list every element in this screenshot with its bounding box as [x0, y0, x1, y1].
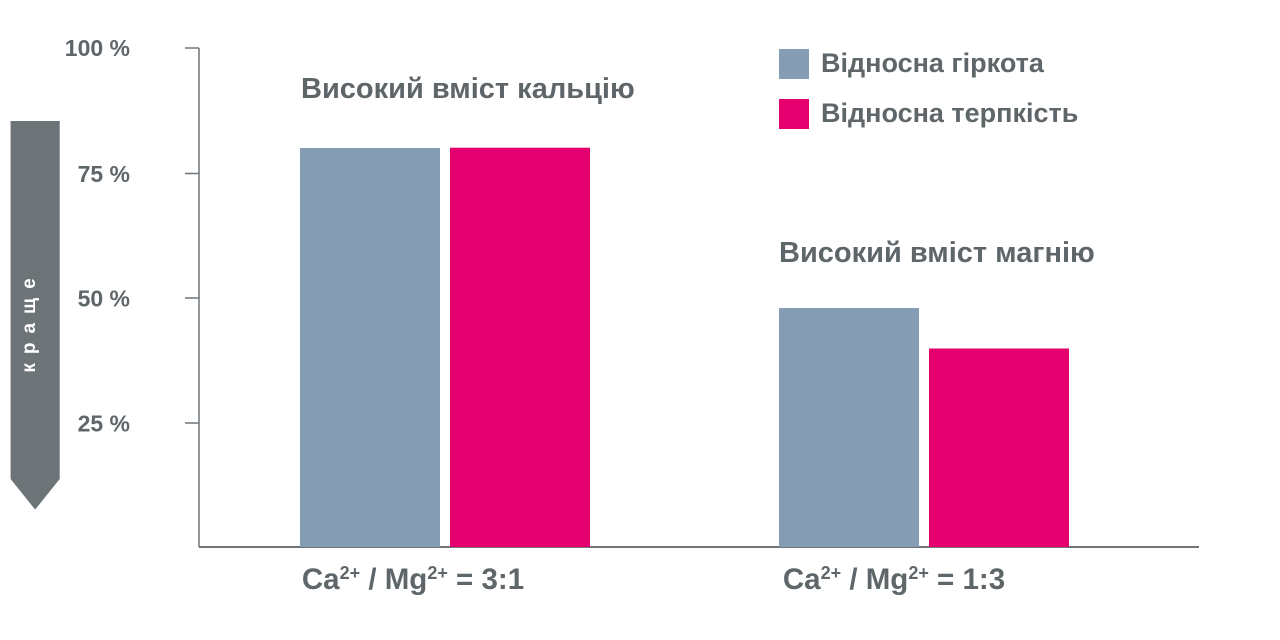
- svg-text:Відносна терпкість: Відносна терпкість: [821, 98, 1078, 128]
- svg-text:100 %: 100 %: [65, 35, 130, 61]
- svg-text:Ca2+ / Mg2+ = 3:1: Ca2+ / Mg2+ = 3:1: [302, 563, 524, 596]
- svg-text:краще: краще: [19, 269, 40, 372]
- svg-text:25 %: 25 %: [78, 411, 130, 437]
- svg-text:Відносна гіркота: Відносна гіркота: [821, 48, 1045, 78]
- svg-text:50 %: 50 %: [78, 286, 130, 312]
- svg-text:Високий вміст магнію: Високий вміст магнію: [779, 237, 1095, 269]
- svg-text:75 %: 75 %: [78, 161, 130, 187]
- svg-text:Високий вміст кальцію: Високий вміст кальцію: [301, 73, 635, 105]
- svg-text:Ca2+ / Mg2+ = 1:3: Ca2+ / Mg2+ = 1:3: [783, 563, 1005, 596]
